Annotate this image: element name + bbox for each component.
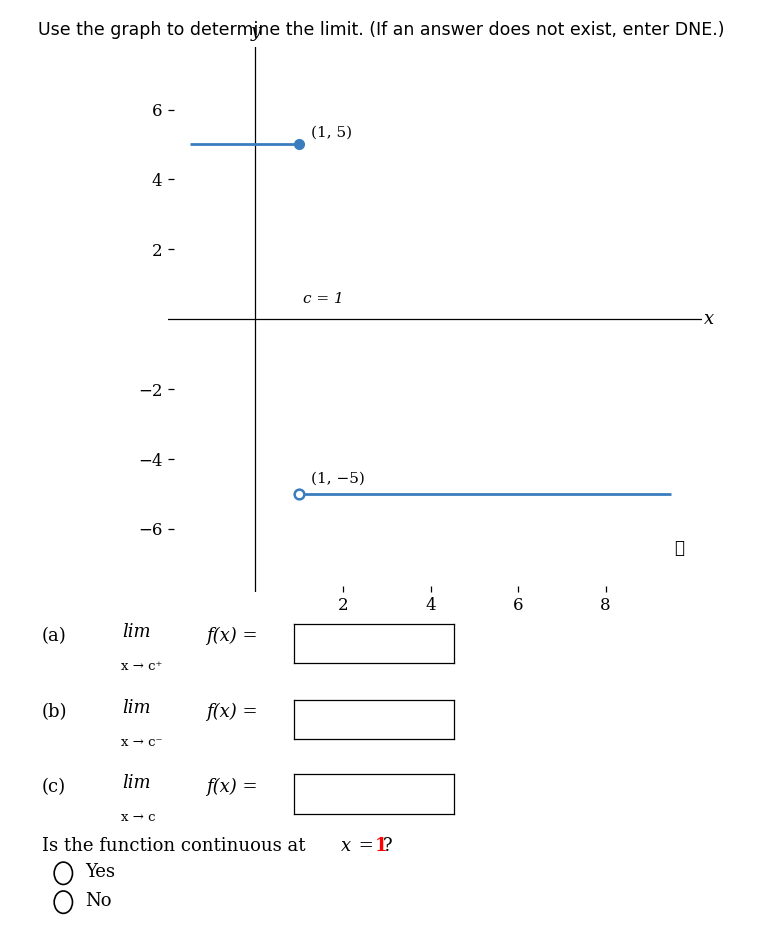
Text: x: x: [341, 837, 351, 855]
Text: x → c⁺: x → c⁺: [121, 660, 162, 673]
Text: ⓘ: ⓘ: [674, 539, 684, 557]
Text: (b): (b): [42, 703, 67, 721]
Text: lim: lim: [122, 623, 151, 641]
Text: f(x) =: f(x) =: [206, 703, 258, 721]
Text: x → c⁻: x → c⁻: [121, 736, 162, 749]
Text: =: =: [353, 837, 380, 855]
Text: 1: 1: [375, 837, 387, 855]
Text: lim: lim: [122, 774, 151, 792]
Text: Use the graph to determine the limit. (If an answer does not exist, enter DNE.): Use the graph to determine the limit. (I…: [38, 21, 725, 39]
Text: f(x) =: f(x) =: [206, 777, 258, 796]
Text: (c): (c): [42, 777, 66, 796]
Text: lim: lim: [122, 699, 151, 718]
Text: (1, 5): (1, 5): [311, 125, 353, 139]
Text: Is the function continuous at: Is the function continuous at: [42, 837, 311, 855]
Text: ?: ?: [383, 837, 393, 855]
Text: (1, −5): (1, −5): [311, 472, 365, 486]
Text: No: No: [85, 892, 111, 910]
Text: c = 1: c = 1: [303, 292, 343, 306]
Text: x → c: x → c: [121, 811, 155, 824]
Text: y: y: [250, 23, 260, 41]
Text: Yes: Yes: [85, 863, 114, 881]
Text: x: x: [704, 310, 714, 328]
Text: (a): (a): [42, 626, 66, 645]
Text: f(x) =: f(x) =: [206, 626, 258, 645]
